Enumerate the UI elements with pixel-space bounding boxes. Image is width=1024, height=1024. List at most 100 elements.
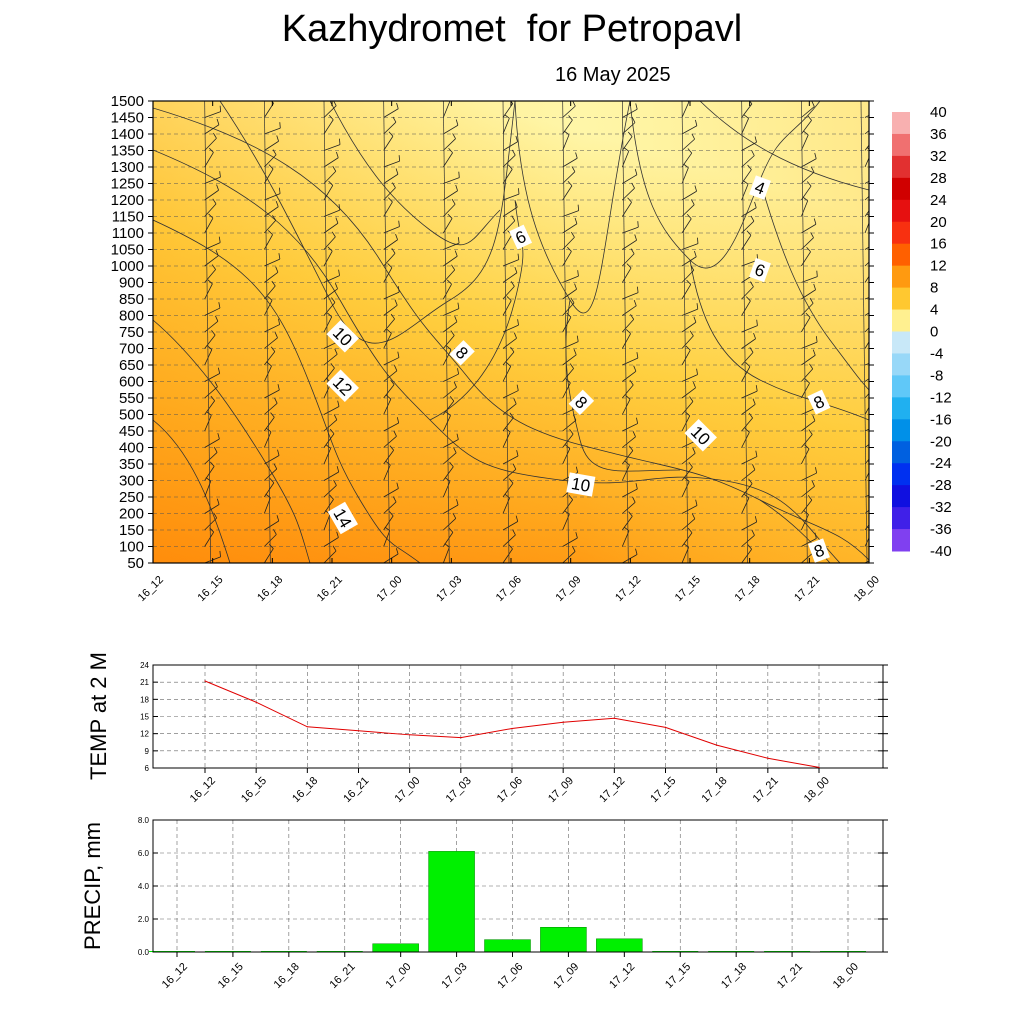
- wind-barb-icon: [383, 233, 398, 250]
- colorbar-tick-label: 8: [930, 280, 938, 297]
- wind-barb-icon: [383, 220, 400, 234]
- colorbar-tick-label: -20: [930, 433, 952, 450]
- contour-label: 10: [566, 472, 596, 497]
- precip-bar: [484, 939, 531, 953]
- contour-label: 8: [807, 389, 831, 415]
- colorbar-band: [892, 309, 910, 332]
- contour-line: [759, 179, 869, 391]
- precip-bar: [820, 951, 866, 952]
- wind-barb-icon: [383, 430, 397, 448]
- wind-barb-icon: [324, 101, 325, 102]
- precip-x-tick-label: 16_18: [272, 961, 302, 991]
- wind-barb-icon: [741, 347, 754, 366]
- precip-x-tick-label: 17_09: [551, 961, 581, 991]
- wind-barb-icon: [681, 199, 695, 217]
- contour-label: 6: [509, 224, 533, 250]
- precip-y-tick-label: 4.0: [138, 882, 150, 891]
- wind-barb-icon: [383, 482, 399, 498]
- wind-barb-icon: [383, 182, 396, 201]
- precip-bar: [652, 951, 699, 952]
- wind-barb-icon: [741, 450, 758, 465]
- precip-y-tick-label: 0.0: [138, 948, 150, 957]
- precip-x-tick-label: 16_15: [216, 961, 246, 991]
- temperature-frame: [152, 664, 884, 769]
- colorbar-tick-label: -4: [930, 345, 943, 362]
- wind-barb-icon: [741, 114, 749, 135]
- wind-barb-icon: [562, 152, 578, 168]
- wind-barb-icon: [204, 381, 218, 399]
- wind-barb-icon: [383, 155, 401, 168]
- colorbar-tick-label: -40: [930, 543, 952, 560]
- precip-x-tick-label: 16_21: [328, 961, 358, 991]
- wind-barb-icon: [204, 101, 206, 102]
- temperature-y-tick-label: 12: [140, 730, 149, 739]
- wind-barb-icon: [204, 198, 217, 217]
- wind-barb-icon: [323, 246, 333, 267]
- temperature-x-tick-label: 17_00: [392, 775, 422, 805]
- wind-barb-icon: [865, 101, 866, 102]
- wind-barb-icon: [502, 515, 519, 531]
- wind-barb-icon: [682, 101, 683, 102]
- wind-barb-staff: [621, 101, 629, 563]
- wind-barb-icon: [502, 529, 516, 547]
- wind-barb-icon: [741, 412, 753, 432]
- colorbar-band: [892, 287, 910, 311]
- precip-y-tick-label: 2.0: [138, 915, 150, 924]
- wind-barb-icon: [741, 201, 757, 217]
- wind-barb-icon: [383, 101, 385, 102]
- wind-barb-icon: [622, 182, 635, 201]
- wind-barb-icon: [442, 345, 452, 366]
- wind-barb-icon: [681, 382, 696, 399]
- wind-barb-icon: [562, 363, 574, 382]
- wind-barb-icon: [502, 188, 520, 201]
- wind-barb-icon: [264, 332, 278, 349]
- colorbar-tick-label: 0: [930, 324, 938, 341]
- wind-barb-icon: [443, 198, 456, 217]
- wind-barb-icon: [622, 314, 635, 333]
- wind-barb-icon: [323, 466, 340, 481]
- wind-barb-icon: [502, 149, 516, 168]
- wind-barb-icon: [801, 363, 814, 382]
- wind-barb-icon: [864, 180, 869, 184]
- wind-barb-icon: [864, 378, 869, 382]
- wind-barb-icon: [443, 133, 456, 151]
- wind-barb-icon: [502, 384, 519, 399]
- wind-barb-icon: [264, 101, 265, 102]
- wind-barb-icon: [443, 499, 459, 514]
- wind-barb-icon: [562, 429, 574, 448]
- wind-barb-icon: [264, 449, 280, 465]
- wind-barb-icon: [323, 400, 340, 415]
- cross-section-y-tick-label: 1200: [111, 192, 144, 209]
- wind-barb-staff: [860, 101, 868, 563]
- wind-barb-icon: [264, 397, 278, 415]
- cross-section-y-tick-label: 650: [119, 357, 144, 374]
- precip-x-tick-label: 17_12: [607, 961, 637, 991]
- wind-barb-icon: [204, 330, 216, 349]
- colorbar-band: [892, 221, 910, 245]
- wind-barb-icon: [562, 217, 578, 234]
- cross-section-y-tick-label: 750: [119, 324, 144, 341]
- colorbar-band: [892, 243, 910, 267]
- wind-barb-icon: [864, 494, 869, 498]
- wind-barb-icon: [800, 247, 811, 267]
- wind-barb-icon: [562, 349, 577, 366]
- wind-barb-icon: [681, 316, 697, 333]
- wind-barb-icon: [264, 200, 279, 217]
- cross-section-y-tick-label: 150: [119, 522, 144, 539]
- contour-line: [629, 101, 821, 269]
- temperature-x-tick-label: 17_12: [597, 775, 627, 805]
- contour-line: [219, 101, 516, 344]
- cross-section-x-tick-label: 17_00: [374, 574, 404, 604]
- wind-barb-icon: [864, 246, 869, 250]
- wind-barb-icon: [681, 237, 699, 250]
- wind-barb-icon: [383, 351, 400, 366]
- wind-barb-icon: [383, 299, 398, 316]
- wind-barb-icon: [443, 447, 457, 465]
- cross-section-y-tick-label: 500: [119, 407, 144, 424]
- colorbar-tick-label: 32: [930, 148, 947, 165]
- wind-barb-icon: [681, 330, 694, 349]
- wind-barb-staff: [442, 101, 450, 563]
- colorbar-tick-label: -32: [930, 499, 952, 516]
- wind-barb-icon: [502, 346, 515, 366]
- colorbar-band: [892, 199, 910, 223]
